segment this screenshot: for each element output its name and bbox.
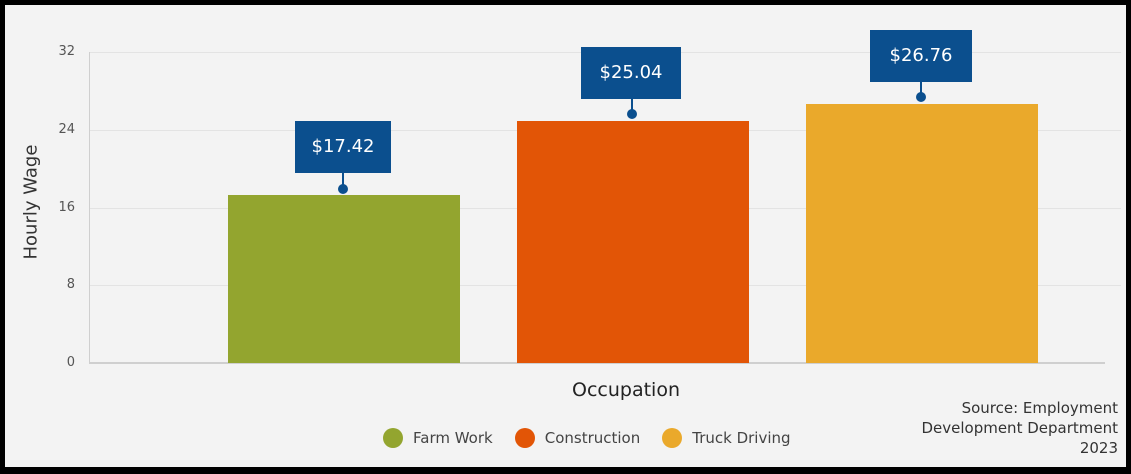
circle-swatch-icon <box>514 428 535 448</box>
legend-label: Truck Driving <box>692 429 791 447</box>
bar-farm-work[interactable] <box>228 195 460 363</box>
source-line-1: Source: Employment <box>961 399 1118 417</box>
x-axis-line <box>89 362 1105 364</box>
y-tick-16: 16 <box>58 200 75 215</box>
value-callout-farm-work: $17.42 <box>295 121 391 173</box>
x-axis-label: Occupation <box>572 379 680 401</box>
legend-item-truck-driving[interactable]: Truck Driving <box>662 428 791 448</box>
y-tick-0: 0 <box>66 355 75 370</box>
callout-dot <box>627 109 637 119</box>
callout-dot <box>916 92 926 102</box>
bar-construction[interactable] <box>517 121 749 363</box>
value-callout-truck-driving: $26.76 <box>870 30 972 82</box>
legend-item-construction[interactable]: Construction <box>514 428 641 448</box>
source-note: Source: Employment Development Departmen… <box>921 398 1118 458</box>
callout-stem <box>342 173 344 189</box>
source-line-2: Development Department <box>921 419 1118 437</box>
legend-label: Construction <box>544 429 641 447</box>
circle-swatch-icon <box>383 428 403 448</box>
callout-stem <box>920 82 922 96</box>
plot-area: 32 24 16 8 0 Hourly Wage $17.42 $25.04 $… <box>5 5 1126 467</box>
legend-label: Farm Work <box>413 429 493 447</box>
y-tick-24: 24 <box>58 122 75 137</box>
chart-panel: 32 24 16 8 0 Hourly Wage $17.42 $25.04 $… <box>5 5 1126 467</box>
source-line-3: 2023 <box>1079 439 1118 457</box>
y-tick-32: 32 <box>58 44 75 59</box>
y-axis-label: Hourly Wage <box>20 144 42 260</box>
callout-stem <box>631 99 633 113</box>
bar-truck-driving[interactable] <box>806 104 1038 363</box>
callout-dot <box>338 184 348 194</box>
legend: Farm Work Construction Truck Driving <box>383 428 813 448</box>
legend-item-farm-work[interactable]: Farm Work <box>383 428 493 448</box>
y-axis-line <box>89 52 90 363</box>
value-callout-construction: $25.04 <box>581 47 681 99</box>
circle-swatch-icon <box>662 428 683 448</box>
y-tick-8: 8 <box>66 277 75 292</box>
